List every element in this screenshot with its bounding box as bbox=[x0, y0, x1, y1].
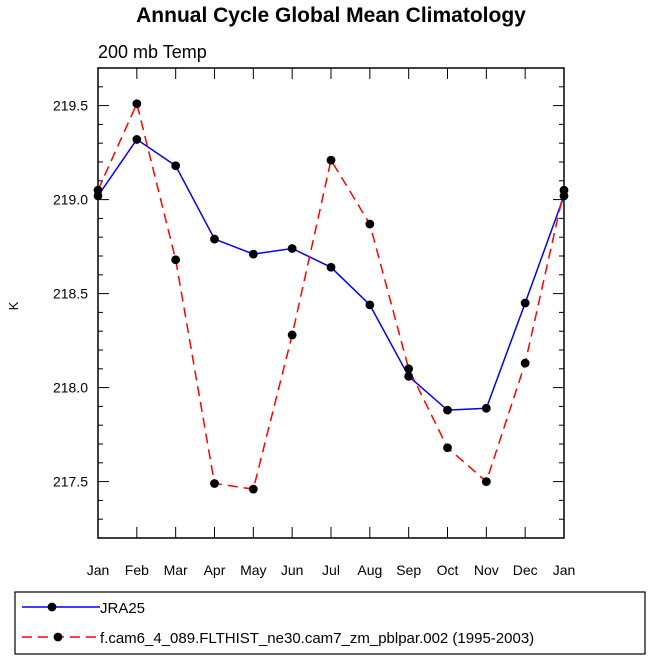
legend-marker-cam6 bbox=[53, 632, 63, 642]
y-tick-label: 219.0 bbox=[53, 192, 88, 208]
data-point-series-1 bbox=[210, 479, 219, 488]
data-point-series-0 bbox=[443, 405, 452, 415]
legend-label-jra25: JRA25 bbox=[100, 600, 145, 617]
data-point-series-1 bbox=[248, 484, 258, 494]
x-tick-label: Jul bbox=[322, 562, 340, 578]
data-point-series-1 bbox=[443, 443, 452, 453]
y-tick-label: 218.0 bbox=[53, 380, 88, 396]
y-tick-label: 217.5 bbox=[53, 474, 88, 490]
axes-layer: Jan Feb Mar Apr May Jun Jul Aug Sep Oct Nov Dec Jan 2… bbox=[53, 67, 576, 578]
data-point-series-0 bbox=[287, 244, 297, 253]
y-axis-label: K bbox=[6, 301, 21, 310]
data-point-series-1 bbox=[481, 477, 491, 486]
legend: JRA25 f.cam6_4_089.FLTHIST_ne30.cam7_zm_… bbox=[14, 591, 646, 655]
x-tick-label: Apr bbox=[204, 562, 226, 578]
legend-marker-jra25 bbox=[47, 602, 57, 612]
data-point-series-0 bbox=[248, 249, 258, 259]
data-point-series-0 bbox=[132, 135, 142, 144]
x-tick-label: Jan bbox=[87, 562, 110, 578]
data-point-series-0 bbox=[171, 161, 181, 171]
chart-title: Annual Cycle Global Mean Climatology bbox=[136, 4, 526, 27]
x-tick-label: Jan bbox=[553, 562, 576, 578]
x-tick-label: Jun bbox=[281, 562, 304, 578]
data-point-series-0 bbox=[520, 298, 530, 308]
chart-subtitle: 200 mb Temp bbox=[98, 42, 207, 62]
data-point-series-0 bbox=[365, 300, 375, 310]
x-tick-label: Sep bbox=[396, 562, 421, 578]
x-tick-label: Aug bbox=[357, 562, 382, 578]
plot-frame bbox=[97, 67, 565, 539]
data-point-series-0 bbox=[481, 403, 491, 413]
x-tick-label: Feb bbox=[125, 562, 149, 578]
x-tick-label: Oct bbox=[437, 562, 459, 578]
legend-label-cam6: f.cam6_4_089.FLTHIST_ne30.cam7_zm_pblpar… bbox=[100, 630, 534, 647]
data-point-series-0 bbox=[326, 262, 336, 272]
x-tick-label: Nov bbox=[474, 562, 499, 578]
series-layer bbox=[93, 99, 569, 494]
x-tick-label: May bbox=[240, 562, 266, 578]
legend-box bbox=[14, 591, 646, 655]
y-tick-label: 219.5 bbox=[53, 98, 88, 114]
data-point-series-0 bbox=[404, 371, 414, 381]
data-point-series-1 bbox=[520, 358, 530, 368]
data-point-series-0 bbox=[210, 234, 219, 244]
data-point-series-1 bbox=[326, 155, 336, 165]
x-tick-label: Dec bbox=[513, 562, 538, 578]
data-point-series-1 bbox=[365, 219, 375, 229]
data-point-series-1 bbox=[171, 255, 181, 265]
data-point-series-1 bbox=[404, 364, 414, 374]
y-tick-label: 218.5 bbox=[53, 286, 88, 302]
x-tick-label: Mar bbox=[164, 562, 188, 578]
data-point-series-1 bbox=[287, 330, 297, 340]
data-point-series-1 bbox=[132, 99, 142, 109]
